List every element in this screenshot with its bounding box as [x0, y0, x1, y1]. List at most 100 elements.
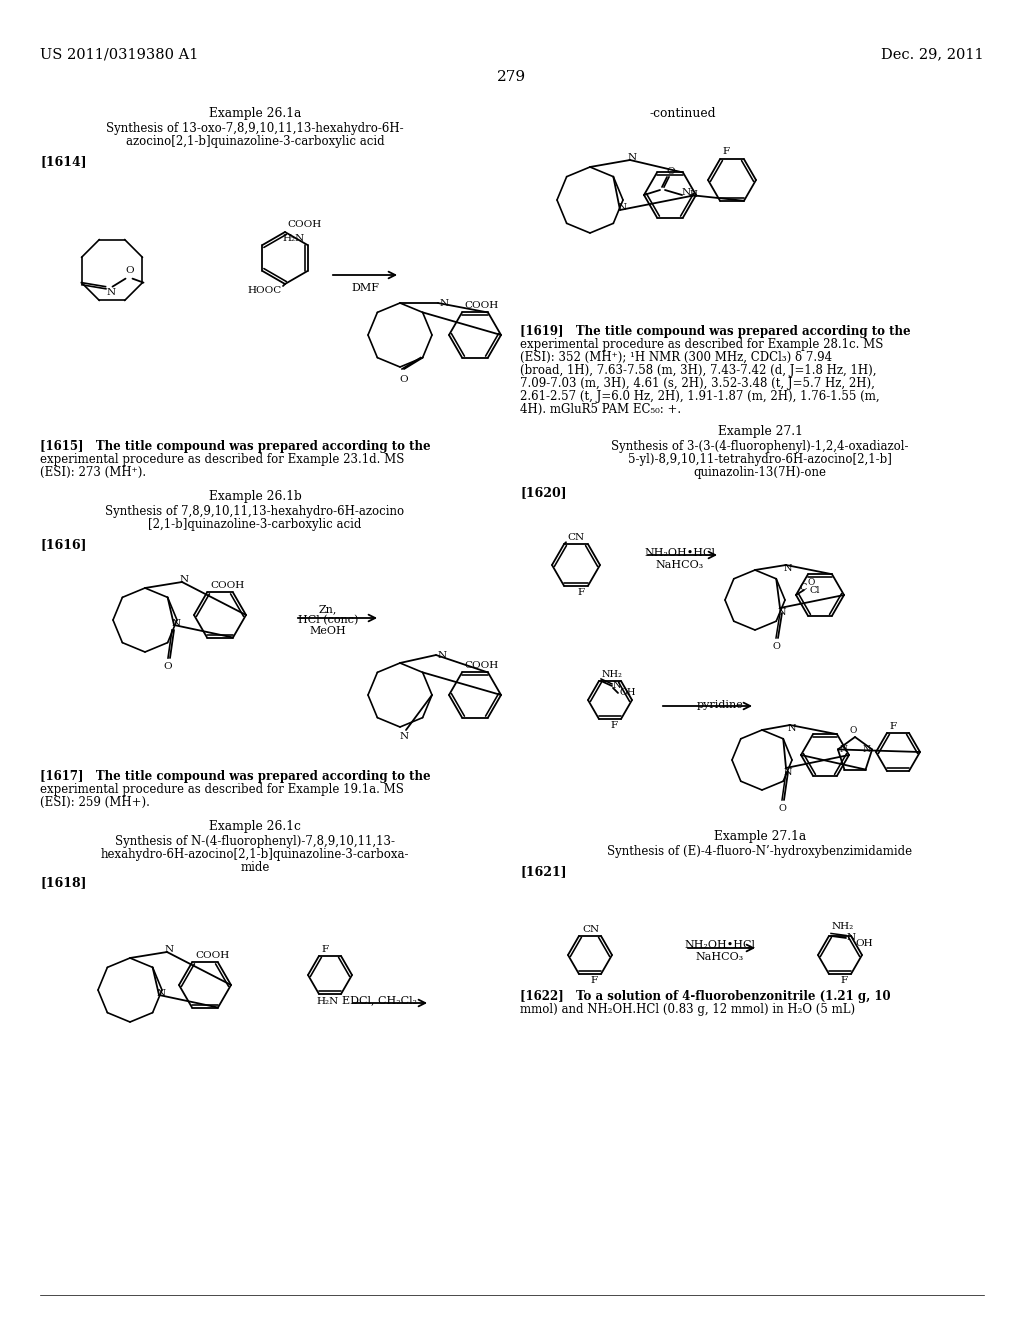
Text: [1617]   The title compound was prepared according to the: [1617] The title compound was prepared a…	[40, 770, 431, 783]
Text: Synthesis of 7,8,9,10,11,13-hexahydro-6H-azocino: Synthesis of 7,8,9,10,11,13-hexahydro-6H…	[105, 506, 404, 517]
Text: Dec. 29, 2011: Dec. 29, 2011	[882, 48, 984, 61]
Text: N: N	[783, 564, 793, 573]
Text: COOH: COOH	[195, 952, 229, 961]
Text: Synthesis of N-(4-fluorophenyl)-7,8,9,10,11,13-: Synthesis of N-(4-fluorophenyl)-7,8,9,10…	[115, 836, 395, 847]
Text: -continued: -continued	[650, 107, 717, 120]
Text: C: C	[799, 583, 806, 591]
Text: Example 27.1a: Example 27.1a	[714, 830, 806, 843]
Text: Example 27.1: Example 27.1	[718, 425, 803, 438]
Text: 4H). mGluR5 PAM EC₅₀: +.: 4H). mGluR5 PAM EC₅₀: +.	[520, 403, 681, 416]
Text: N: N	[682, 187, 691, 197]
Text: F: F	[841, 975, 848, 985]
Text: Example 26.1c: Example 26.1c	[209, 820, 301, 833]
Text: N: N	[778, 609, 786, 616]
Text: N: N	[106, 288, 116, 297]
Text: O: O	[666, 168, 675, 176]
Text: N: N	[840, 744, 848, 754]
Text: COOH: COOH	[287, 220, 322, 228]
Text: N: N	[179, 576, 188, 585]
Text: O: O	[126, 265, 134, 275]
Text: F: F	[611, 721, 618, 730]
Text: pyridine: pyridine	[696, 700, 743, 710]
Text: experimental procedure as described for Example 28.1c. MS: experimental procedure as described for …	[520, 338, 884, 351]
Text: F: F	[722, 148, 729, 156]
Text: [1622]   To a solution of 4-fluorobenzonitrile (1.21 g, 10: [1622] To a solution of 4-fluorobenzonit…	[520, 990, 891, 1003]
Text: N: N	[862, 744, 870, 754]
Text: N: N	[157, 990, 166, 998]
Text: H₂N: H₂N	[283, 234, 304, 243]
Text: experimental procedure as described for Example 23.1d. MS: experimental procedure as described for …	[40, 453, 404, 466]
Text: quinazolin-13(7H)-one: quinazolin-13(7H)-one	[693, 466, 826, 479]
Text: CN: CN	[582, 925, 599, 935]
Text: 279: 279	[498, 70, 526, 84]
Text: 5-yl)-8,9,10,11-tetrahydro-6H-azocino[2,1-b]: 5-yl)-8,9,10,11-tetrahydro-6H-azocino[2,…	[628, 453, 892, 466]
Text: Example 26.1a: Example 26.1a	[209, 107, 301, 120]
Text: N: N	[440, 298, 450, 308]
Text: [1618]: [1618]	[40, 876, 86, 888]
Text: H: H	[689, 190, 697, 199]
Text: (ESI): 273 (MH⁺).: (ESI): 273 (MH⁺).	[40, 466, 146, 479]
Text: COOH: COOH	[464, 661, 499, 671]
Text: O: O	[849, 726, 857, 735]
Text: NH₂: NH₂	[602, 671, 623, 678]
Text: F: F	[578, 587, 585, 597]
Text: OH: OH	[855, 940, 872, 949]
Text: [1619]   The title compound was prepared according to the: [1619] The title compound was prepared a…	[520, 325, 910, 338]
Text: [1621]: [1621]	[520, 865, 566, 878]
Text: NH₂: NH₂	[831, 921, 854, 931]
Text: Cl: Cl	[810, 586, 820, 595]
Text: N: N	[171, 619, 180, 628]
Text: MeOH: MeOH	[309, 626, 346, 636]
Text: EDCl, CH₂Cl₂: EDCl, CH₂Cl₂	[342, 995, 418, 1005]
Text: O: O	[164, 663, 172, 671]
Text: N: N	[613, 681, 622, 690]
Text: COOH: COOH	[464, 301, 499, 310]
Text: N: N	[847, 933, 856, 942]
Text: (ESI): 352 (MH⁺); ¹H NMR (300 MHz, CDCl₃) δ 7.94: (ESI): 352 (MH⁺); ¹H NMR (300 MHz, CDCl₃…	[520, 351, 833, 364]
Text: mide: mide	[241, 861, 269, 874]
Text: O: O	[778, 804, 786, 813]
Text: 7.09-7.03 (m, 3H), 4.61 (s, 2H), 3.52-3.48 (t, J=5.7 Hz, 2H),: 7.09-7.03 (m, 3H), 4.61 (s, 2H), 3.52-3.…	[520, 378, 874, 389]
Text: (broad, 1H), 7.63-7.58 (m, 3H), 7.43-7.42 (d, J=1.8 Hz, 1H),: (broad, 1H), 7.63-7.58 (m, 3H), 7.43-7.4…	[520, 364, 877, 378]
Text: [1614]: [1614]	[40, 154, 87, 168]
Text: NH₂OH•HCl: NH₂OH•HCl	[684, 940, 756, 950]
Text: DMF: DMF	[351, 282, 379, 293]
Text: hexahydro-6H-azocino[2,1-b]quinazoline-3-carboxa-: hexahydro-6H-azocino[2,1-b]quinazoline-3…	[100, 847, 410, 861]
Text: HCl (conc): HCl (conc)	[298, 615, 358, 626]
Text: N: N	[628, 153, 637, 162]
Text: N: N	[617, 203, 627, 213]
Text: Example 26.1b: Example 26.1b	[209, 490, 301, 503]
Text: H₂N: H₂N	[316, 997, 339, 1006]
Text: NaHCO₃: NaHCO₃	[696, 952, 744, 962]
Text: O: O	[807, 578, 814, 587]
Text: 2.61-2.57 (t, J=6.0 Hz, 2H), 1.91-1.87 (m, 2H), 1.76-1.55 (m,: 2.61-2.57 (t, J=6.0 Hz, 2H), 1.91-1.87 (…	[520, 389, 880, 403]
Text: [1615]   The title compound was prepared according to the: [1615] The title compound was prepared a…	[40, 440, 431, 453]
Text: Synthesis of 13-oxo-7,8,9,10,11,13-hexahydro-6H-: Synthesis of 13-oxo-7,8,9,10,11,13-hexah…	[106, 121, 403, 135]
Text: azocino[2,1-b]quinazoline-3-carboxylic acid: azocino[2,1-b]quinazoline-3-carboxylic a…	[126, 135, 384, 148]
Text: experimental procedure as described for Example 19.1a. MS: experimental procedure as described for …	[40, 783, 403, 796]
Text: CN: CN	[567, 533, 584, 543]
Text: [1620]: [1620]	[520, 486, 566, 499]
Text: N: N	[399, 733, 409, 741]
Text: Synthesis of 3-(3-(4-fluorophenyl)-1,2,4-oxadiazol-: Synthesis of 3-(3-(4-fluorophenyl)-1,2,4…	[611, 440, 908, 453]
Text: [1616]: [1616]	[40, 539, 86, 550]
Text: COOH: COOH	[210, 582, 245, 590]
Text: NaHCO₃: NaHCO₃	[656, 560, 705, 570]
Text: OH: OH	[618, 689, 636, 697]
Text: F: F	[321, 945, 328, 954]
Text: (ESI): 259 (MH+).: (ESI): 259 (MH+).	[40, 796, 150, 809]
Text: O: O	[399, 375, 409, 384]
Text: F: F	[889, 722, 896, 731]
Text: HOOC: HOOC	[248, 286, 282, 294]
Text: Synthesis of (E)-4-fluoro-N’-hydroxybenzimidamide: Synthesis of (E)-4-fluoro-N’-hydroxybenz…	[607, 845, 912, 858]
Text: [2,1-b]quinazoline-3-carboxylic acid: [2,1-b]quinazoline-3-carboxylic acid	[148, 517, 361, 531]
Text: N: N	[787, 723, 797, 733]
Text: O: O	[772, 642, 780, 651]
Text: Zn,: Zn,	[318, 605, 337, 614]
Text: F: F	[591, 975, 598, 985]
Text: US 2011/0319380 A1: US 2011/0319380 A1	[40, 48, 199, 61]
Text: NH₂OH•HCl: NH₂OH•HCl	[644, 548, 716, 558]
Text: N: N	[165, 945, 173, 954]
Text: mmol) and NH₂OH.HCl (0.83 g, 12 mmol) in H₂O (5 mL): mmol) and NH₂OH.HCl (0.83 g, 12 mmol) in…	[520, 1003, 855, 1016]
Text: N: N	[783, 768, 793, 777]
